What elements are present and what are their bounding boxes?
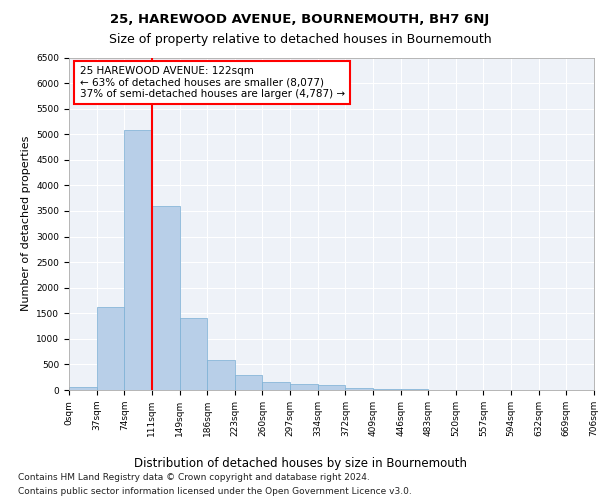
Bar bbox=[124, 130, 152, 390]
Text: Size of property relative to detached houses in Bournemouth: Size of property relative to detached ho… bbox=[109, 32, 491, 46]
Text: Contains HM Land Registry data © Crown copyright and database right 2024.: Contains HM Land Registry data © Crown c… bbox=[18, 472, 370, 482]
Bar bbox=[97, 307, 124, 390]
Bar bbox=[69, 387, 97, 390]
Bar bbox=[207, 360, 235, 390]
Bar bbox=[290, 384, 317, 390]
Bar bbox=[262, 382, 290, 390]
Text: 25 HAREWOOD AVENUE: 122sqm
← 63% of detached houses are smaller (8,077)
37% of s: 25 HAREWOOD AVENUE: 122sqm ← 63% of deta… bbox=[79, 66, 344, 99]
Text: Distribution of detached houses by size in Bournemouth: Distribution of detached houses by size … bbox=[133, 458, 467, 470]
Bar bbox=[179, 318, 207, 390]
Bar bbox=[317, 386, 346, 390]
Text: Contains public sector information licensed under the Open Government Licence v3: Contains public sector information licen… bbox=[18, 488, 412, 496]
Bar bbox=[346, 388, 373, 390]
Y-axis label: Number of detached properties: Number of detached properties bbox=[21, 136, 31, 312]
Text: 25, HAREWOOD AVENUE, BOURNEMOUTH, BH7 6NJ: 25, HAREWOOD AVENUE, BOURNEMOUTH, BH7 6N… bbox=[110, 12, 490, 26]
Bar bbox=[373, 389, 401, 390]
Bar bbox=[152, 206, 179, 390]
Bar bbox=[235, 375, 262, 390]
